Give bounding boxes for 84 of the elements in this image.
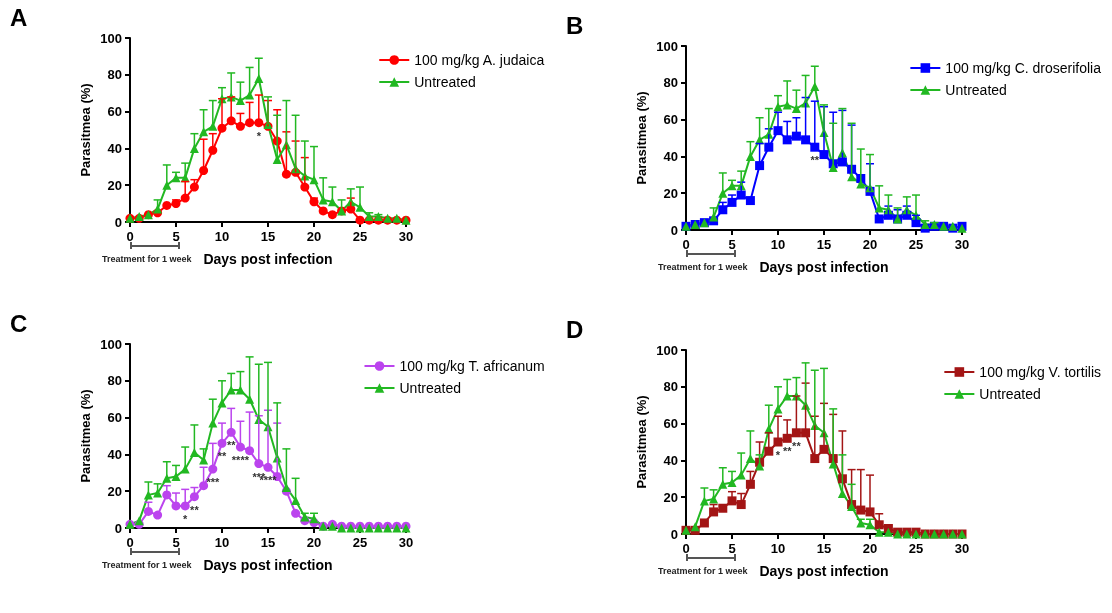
y-tick-label: 0: [114, 520, 122, 536]
annotation: **: [226, 439, 236, 452]
chart-title: C: [10, 310, 28, 338]
annotation: **: [810, 154, 820, 167]
y-tick-label: 80: [663, 75, 678, 91]
x-tick-label: 30: [954, 541, 970, 556]
x-tick-label: 20: [862, 237, 878, 252]
y-tick-label: 100: [100, 30, 122, 46]
annotation: *: [775, 449, 781, 461]
x-tick-label: 25: [352, 229, 368, 244]
x-tick-label: 15: [816, 541, 832, 556]
y-axis-title: Parasitmea (%): [634, 395, 649, 489]
legend-label: Untreated: [414, 74, 476, 90]
chart-title: A: [10, 4, 28, 32]
text: Treatment for 1 week: [658, 566, 748, 576]
y-tick-label: 80: [663, 379, 678, 395]
y-tick-label: 60: [107, 104, 122, 120]
x-tick-label: 0: [126, 535, 134, 550]
legend-label: 100 mg/kg C. droserifolia: [945, 60, 1102, 76]
y-tick-label: 20: [107, 483, 122, 499]
chart-title: D: [566, 316, 584, 344]
x-tick-label: 10: [770, 541, 786, 556]
y-axis-title: Parasitmea (%): [634, 91, 649, 185]
x-tick-label: 15: [260, 535, 276, 550]
x-axis-title: Days post infection: [203, 251, 333, 267]
y-tick-label: 60: [663, 112, 678, 128]
x-tick-label: 25: [908, 237, 924, 252]
annotation: **: [782, 445, 792, 458]
x-tick-label: 20: [306, 229, 322, 244]
y-tick-label: 80: [107, 67, 122, 83]
x-tick-label: 25: [908, 541, 924, 556]
x-tick-label: 15: [816, 237, 832, 252]
y-tick-label: 40: [107, 140, 122, 156]
y-tick-label: 40: [663, 452, 678, 468]
x-tick-label: 30: [954, 237, 970, 252]
annotation: **: [217, 450, 227, 463]
annotation: **: [792, 439, 801, 452]
chart-title: B: [566, 12, 584, 40]
legend-label: 100 mg/kg T. africanum: [399, 358, 545, 374]
y-tick-label: 40: [107, 446, 122, 462]
y-tick-label: 100: [100, 336, 122, 352]
x-tick-label: 0: [126, 229, 134, 244]
legend-label: Untreated: [399, 380, 461, 396]
y-tick-label: 80: [107, 373, 122, 389]
y-tick-label: 100: [656, 38, 678, 54]
text: Treatment for 1 week: [658, 262, 748, 272]
x-axis-title: Days post infection: [759, 563, 889, 579]
annotation: ****: [231, 454, 249, 467]
x-tick-label: 20: [862, 541, 878, 556]
y-tick-label: 20: [663, 185, 678, 201]
annotation: **: [190, 503, 199, 516]
legend-label: Untreated: [979, 386, 1041, 402]
x-axis-title: Days post infection: [759, 259, 889, 275]
legend-label: 100 mg/kg A. judaica: [414, 52, 545, 68]
x-tick-label: 0: [682, 541, 690, 556]
x-tick-label: 0: [682, 237, 690, 252]
x-tick-label: 10: [770, 237, 786, 252]
text: Treatment for 1 week: [102, 254, 192, 264]
x-tick-label: 5: [728, 237, 736, 252]
y-tick-label: 100: [656, 342, 678, 358]
y-tick-label: 60: [107, 410, 122, 426]
y-tick-label: 60: [663, 416, 678, 432]
x-tick-label: 30: [398, 229, 414, 244]
y-tick-label: 20: [663, 489, 678, 505]
text: Treatment for 1 week: [102, 560, 192, 570]
annotation: *: [183, 512, 188, 525]
x-tick-label: 15: [260, 229, 276, 244]
y-axis-title: Parasitmea (%): [78, 83, 93, 177]
x-tick-label: 5: [172, 229, 180, 244]
legend-label: Untreated: [945, 82, 1007, 98]
legend-label: 100 mg/kg V. tortilis: [979, 364, 1101, 380]
x-tick-label: 20: [306, 535, 322, 550]
x-tick-label: 25: [352, 535, 368, 550]
annotation: *: [256, 129, 261, 142]
x-tick-label: 30: [398, 535, 414, 550]
x-tick-label: 10: [214, 229, 230, 244]
x-tick-label: 5: [728, 541, 736, 556]
y-tick-label: 40: [663, 148, 678, 164]
x-axis-title: Days post infection: [203, 557, 333, 573]
y-tick-label: 20: [107, 177, 122, 193]
y-tick-label: 0: [114, 214, 122, 230]
y-axis-title: Parasitmea (%): [78, 389, 93, 483]
x-tick-label: 10: [214, 535, 230, 550]
x-tick-label: 5: [172, 535, 180, 550]
